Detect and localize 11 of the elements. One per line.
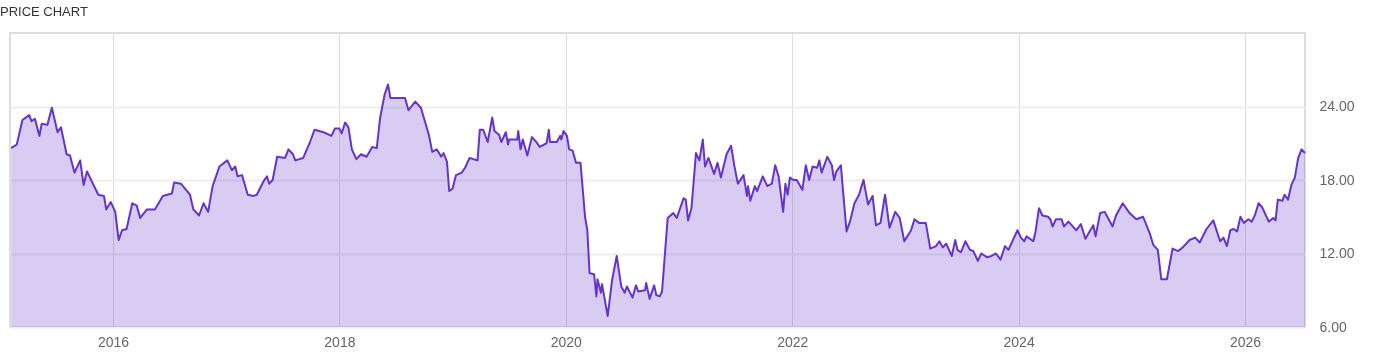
x-tick-label: 2018: [324, 333, 356, 350]
x-tick-label: 2016: [97, 333, 130, 350]
x-tick-label: 2022: [777, 333, 809, 350]
chart-title: PRICE CHART: [0, 4, 88, 19]
y-tick-label: 18.00: [1319, 171, 1355, 188]
x-tick-label: 2020: [550, 333, 583, 350]
y-tick-label: 12.00: [1319, 245, 1355, 261]
y-tick-label: 24.00: [1319, 98, 1355, 114]
y-tick-label: 6.00: [1319, 318, 1347, 335]
x-tick-label: 2026: [1229, 333, 1262, 350]
x-tick-label: 2024: [1003, 333, 1035, 350]
